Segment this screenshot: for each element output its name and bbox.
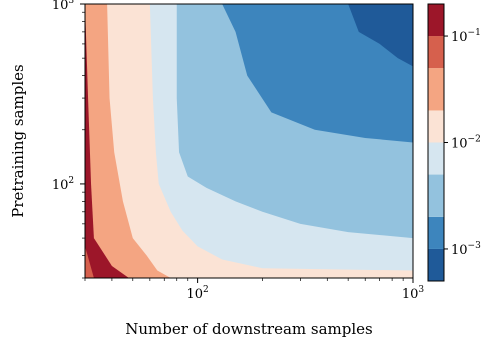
contour-regions [85, 4, 413, 278]
contour-region-corner [85, 246, 94, 278]
y-axis: 102 103 [52, 0, 85, 279]
colorbar-band [428, 248, 444, 281]
colorbar-tick-label: 10−3 [451, 241, 481, 258]
x-axis: 102 103 [84, 278, 425, 302]
colorbar-band [428, 110, 444, 143]
colorbar-band [428, 142, 444, 175]
colorbar-tick-label: 10−1 [451, 28, 481, 45]
y-axis-label: Pretraining samples [9, 64, 27, 217]
plot-frame [84, 3, 414, 279]
colorbar-band [428, 36, 444, 69]
contour-region-level-0 [348, 4, 413, 67]
x-tick-label: 102 [186, 285, 208, 302]
contour-region-level-1 [222, 4, 413, 143]
y-tick-label: 102 [52, 176, 74, 193]
colorbar-band [428, 174, 444, 217]
x-tick-label: 103 [402, 285, 425, 302]
colorbar-band [428, 68, 444, 111]
colorbar: 10−1 10−2 10−3 [427, 3, 481, 282]
y-tick-label: 103 [52, 0, 75, 13]
x-axis-label: Number of downstream samples [125, 320, 372, 338]
colorbar-band [428, 4, 444, 37]
colorbar-tick-label: 10−2 [451, 135, 481, 152]
colorbar-band [428, 216, 444, 249]
